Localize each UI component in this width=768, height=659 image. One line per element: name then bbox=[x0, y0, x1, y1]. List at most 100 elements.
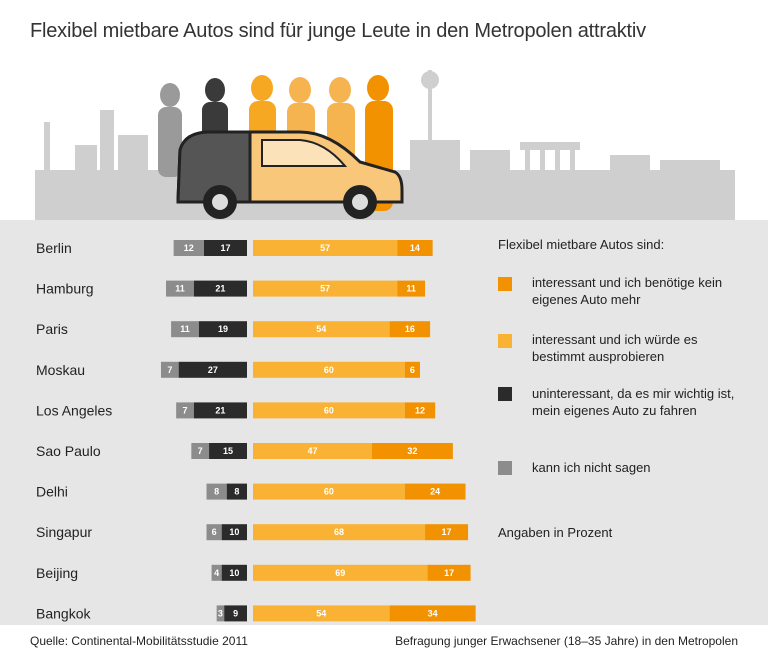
bar-no-own-car-berlin bbox=[397, 240, 433, 256]
value-label-dont-know-moskau: 7 bbox=[167, 365, 172, 375]
chart-title: Flexibel mietbare Autos sind für junge L… bbox=[30, 20, 646, 42]
bar-no-own-car-bangkok bbox=[389, 605, 476, 622]
bar-uninteresting-bangkok bbox=[224, 605, 247, 622]
value-label-no-own-car-beijing: 17 bbox=[444, 568, 454, 578]
value-label-uninteresting-delhi: 8 bbox=[234, 487, 239, 497]
value-label-dont-know-bangkok: 3 bbox=[218, 608, 223, 618]
source-note: Quelle: Continental-Mobilitätsstudie 201… bbox=[30, 634, 248, 648]
bar-no-own-car-hamburg bbox=[397, 280, 426, 297]
value-label-no-own-car-paris: 16 bbox=[405, 324, 415, 334]
legend-swatch-orange-dark bbox=[498, 277, 512, 291]
value-label-uninteresting-bangkok: 9 bbox=[233, 608, 238, 618]
bar-would-try-hamburg bbox=[253, 280, 398, 297]
value-label-would-try-paris: 54 bbox=[316, 324, 326, 334]
unit-note: Angaben in Prozent bbox=[498, 525, 613, 540]
category-label-paris: Paris bbox=[36, 321, 68, 337]
legend-label-would-try: interessant und ich würde es bestimmt au… bbox=[532, 332, 698, 364]
category-label-hamburg: Hamburg bbox=[36, 281, 94, 297]
legend-swatch-orange-light bbox=[498, 334, 512, 348]
value-label-would-try-singapur: 68 bbox=[334, 527, 344, 537]
category-label-moskau: Moskau bbox=[36, 362, 85, 378]
value-label-dont-know-singapur: 6 bbox=[212, 527, 217, 537]
category-label-los-angeles: Los Angeles bbox=[36, 402, 112, 418]
bar-dont-know-beijing bbox=[211, 564, 222, 581]
category-label-delhi: Delhi bbox=[36, 484, 68, 500]
value-label-would-try-beijing: 69 bbox=[335, 568, 345, 578]
car-illustration bbox=[176, 130, 404, 219]
bar-dont-know-paris bbox=[171, 321, 199, 338]
value-label-uninteresting-singapur: 10 bbox=[229, 527, 239, 537]
value-label-uninteresting-moskau: 27 bbox=[208, 365, 218, 375]
value-label-no-own-car-berlin: 14 bbox=[410, 243, 420, 253]
bar-would-try-singapur bbox=[253, 524, 426, 541]
value-label-would-try-los-angeles: 60 bbox=[324, 405, 334, 415]
legend-swatch-black bbox=[498, 387, 512, 401]
value-label-dont-know-delhi: 8 bbox=[214, 487, 219, 497]
bar-dont-know-bangkok bbox=[216, 605, 225, 622]
category-label-berlin: Berlin bbox=[36, 240, 72, 256]
value-label-uninteresting-beijing: 10 bbox=[229, 568, 239, 578]
bar-dont-know-los-angeles bbox=[176, 402, 194, 419]
value-label-would-try-hamburg: 57 bbox=[320, 284, 330, 294]
bar-would-try-moskau bbox=[253, 361, 405, 378]
legend-label-no-own-car: interessant und ich benötige kein eigene… bbox=[532, 275, 723, 307]
category-label-sao-paulo: Sao Paulo bbox=[36, 443, 101, 459]
bar-uninteresting-moskau bbox=[178, 361, 247, 378]
value-label-would-try-sao-paulo: 47 bbox=[307, 446, 317, 456]
value-label-would-try-bangkok: 54 bbox=[316, 608, 326, 618]
bar-uninteresting-beijing bbox=[221, 564, 247, 581]
bar-no-own-car-singapur bbox=[425, 524, 469, 541]
value-label-dont-know-hamburg: 11 bbox=[175, 284, 185, 294]
bar-uninteresting-singapur bbox=[221, 524, 247, 541]
legend-swatch-gray bbox=[498, 461, 512, 475]
bar-would-try-beijing bbox=[253, 564, 428, 581]
bar-no-own-car-moskau bbox=[404, 361, 420, 378]
bar-uninteresting-los-angeles bbox=[193, 402, 247, 419]
value-label-would-try-berlin: 57 bbox=[320, 243, 330, 253]
bar-no-own-car-paris bbox=[389, 321, 431, 338]
value-label-no-own-car-hamburg: 11 bbox=[406, 284, 416, 294]
value-label-no-own-car-bangkok: 34 bbox=[428, 608, 438, 618]
bar-would-try-bangkok bbox=[253, 605, 390, 622]
bar-dont-know-berlin bbox=[173, 240, 204, 256]
legend-label-uninteresting: uninteressant, da es mir wichtig ist, me… bbox=[532, 386, 735, 418]
survey-note: Befragung junger Erwachsener (18–35 Jahr… bbox=[395, 634, 738, 648]
value-label-no-own-car-delhi: 24 bbox=[430, 487, 440, 497]
value-label-no-own-car-singapur: 17 bbox=[442, 527, 452, 537]
bar-dont-know-singapur bbox=[206, 524, 222, 541]
bar-would-try-berlin bbox=[253, 240, 398, 256]
value-label-uninteresting-sao-paulo: 15 bbox=[223, 446, 233, 456]
legend-label-dont-know: kann ich nicht sagen bbox=[532, 460, 651, 475]
bar-uninteresting-paris bbox=[198, 321, 247, 338]
value-label-no-own-car-sao-paulo: 32 bbox=[407, 446, 417, 456]
value-label-dont-know-berlin: 12 bbox=[184, 243, 194, 253]
bar-no-own-car-delhi bbox=[404, 483, 466, 500]
value-label-no-own-car-moskau: 6 bbox=[410, 365, 415, 375]
value-label-dont-know-paris: 11 bbox=[180, 324, 190, 334]
legend-title: Flexibel mietbare Autos sind: bbox=[498, 237, 665, 252]
value-label-would-try-delhi: 60 bbox=[324, 487, 334, 497]
hero-illustration bbox=[35, 70, 735, 220]
value-label-uninteresting-paris: 19 bbox=[218, 324, 228, 334]
value-label-uninteresting-hamburg: 21 bbox=[215, 284, 225, 294]
bar-dont-know-hamburg bbox=[166, 280, 194, 297]
value-label-would-try-moskau: 60 bbox=[324, 365, 334, 375]
value-label-no-own-car-los-angeles: 12 bbox=[415, 405, 425, 415]
bar-dont-know-moskau bbox=[160, 361, 179, 378]
category-label-beijing: Beijing bbox=[36, 565, 78, 581]
bar-uninteresting-hamburg bbox=[193, 280, 247, 297]
bar-uninteresting-delhi bbox=[226, 483, 247, 500]
bar-no-own-car-los-angeles bbox=[404, 402, 436, 419]
bar-would-try-los-angeles bbox=[253, 402, 405, 419]
bar-no-own-car-beijing bbox=[427, 564, 471, 581]
value-label-dont-know-los-angeles: 7 bbox=[183, 405, 188, 415]
bar-would-try-delhi bbox=[253, 483, 405, 500]
bar-would-try-sao-paulo bbox=[253, 443, 372, 459]
diverging-bar-chart: Berlin 12 17 57 14 Hamburg 11 21 57 11 Paris 11 19 54… bbox=[36, 240, 476, 622]
value-label-uninteresting-los-angeles: 21 bbox=[215, 405, 225, 415]
value-label-dont-know-sao-paulo: 7 bbox=[198, 446, 203, 456]
bar-dont-know-delhi bbox=[206, 483, 227, 500]
bar-uninteresting-sao-paulo bbox=[209, 443, 247, 459]
bar-uninteresting-berlin bbox=[203, 240, 247, 256]
bar-no-own-car-sao-paulo bbox=[371, 443, 453, 459]
